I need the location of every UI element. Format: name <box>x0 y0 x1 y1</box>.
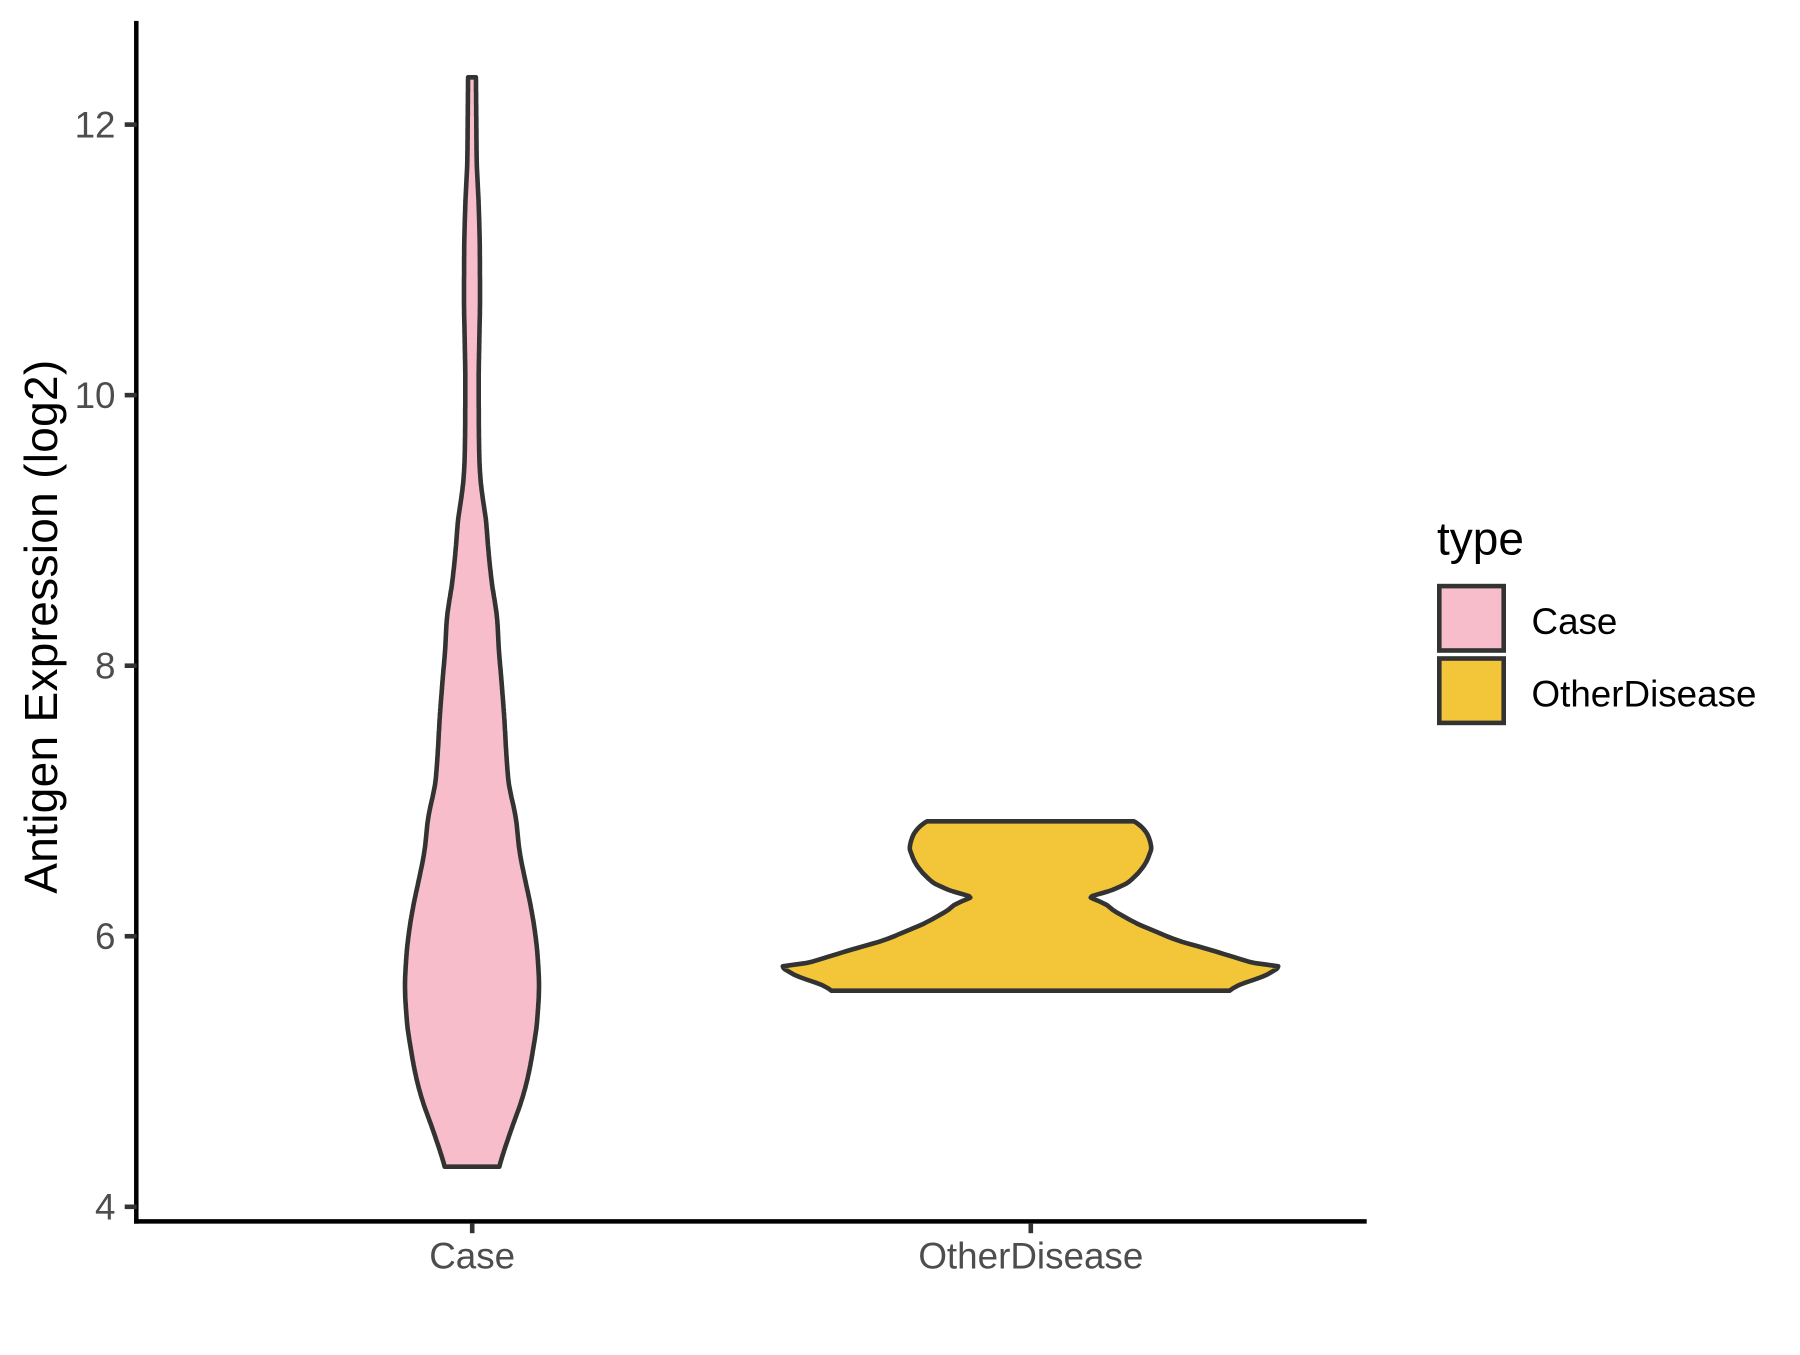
svg-text:type: type <box>1437 513 1524 565</box>
svg-text:Antigen Expression (log2): Antigen Expression (log2) <box>15 359 67 893</box>
svg-text:Case: Case <box>1532 601 1618 642</box>
svg-text:8: 8 <box>95 646 115 687</box>
svg-text:Case: Case <box>429 1235 515 1276</box>
svg-text:OtherDisease: OtherDisease <box>918 1235 1143 1276</box>
svg-text:6: 6 <box>95 916 115 957</box>
svg-text:12: 12 <box>75 105 116 146</box>
svg-text:10: 10 <box>75 375 116 416</box>
svg-text:OtherDisease: OtherDisease <box>1532 673 1757 714</box>
svg-text:4: 4 <box>95 1187 115 1228</box>
